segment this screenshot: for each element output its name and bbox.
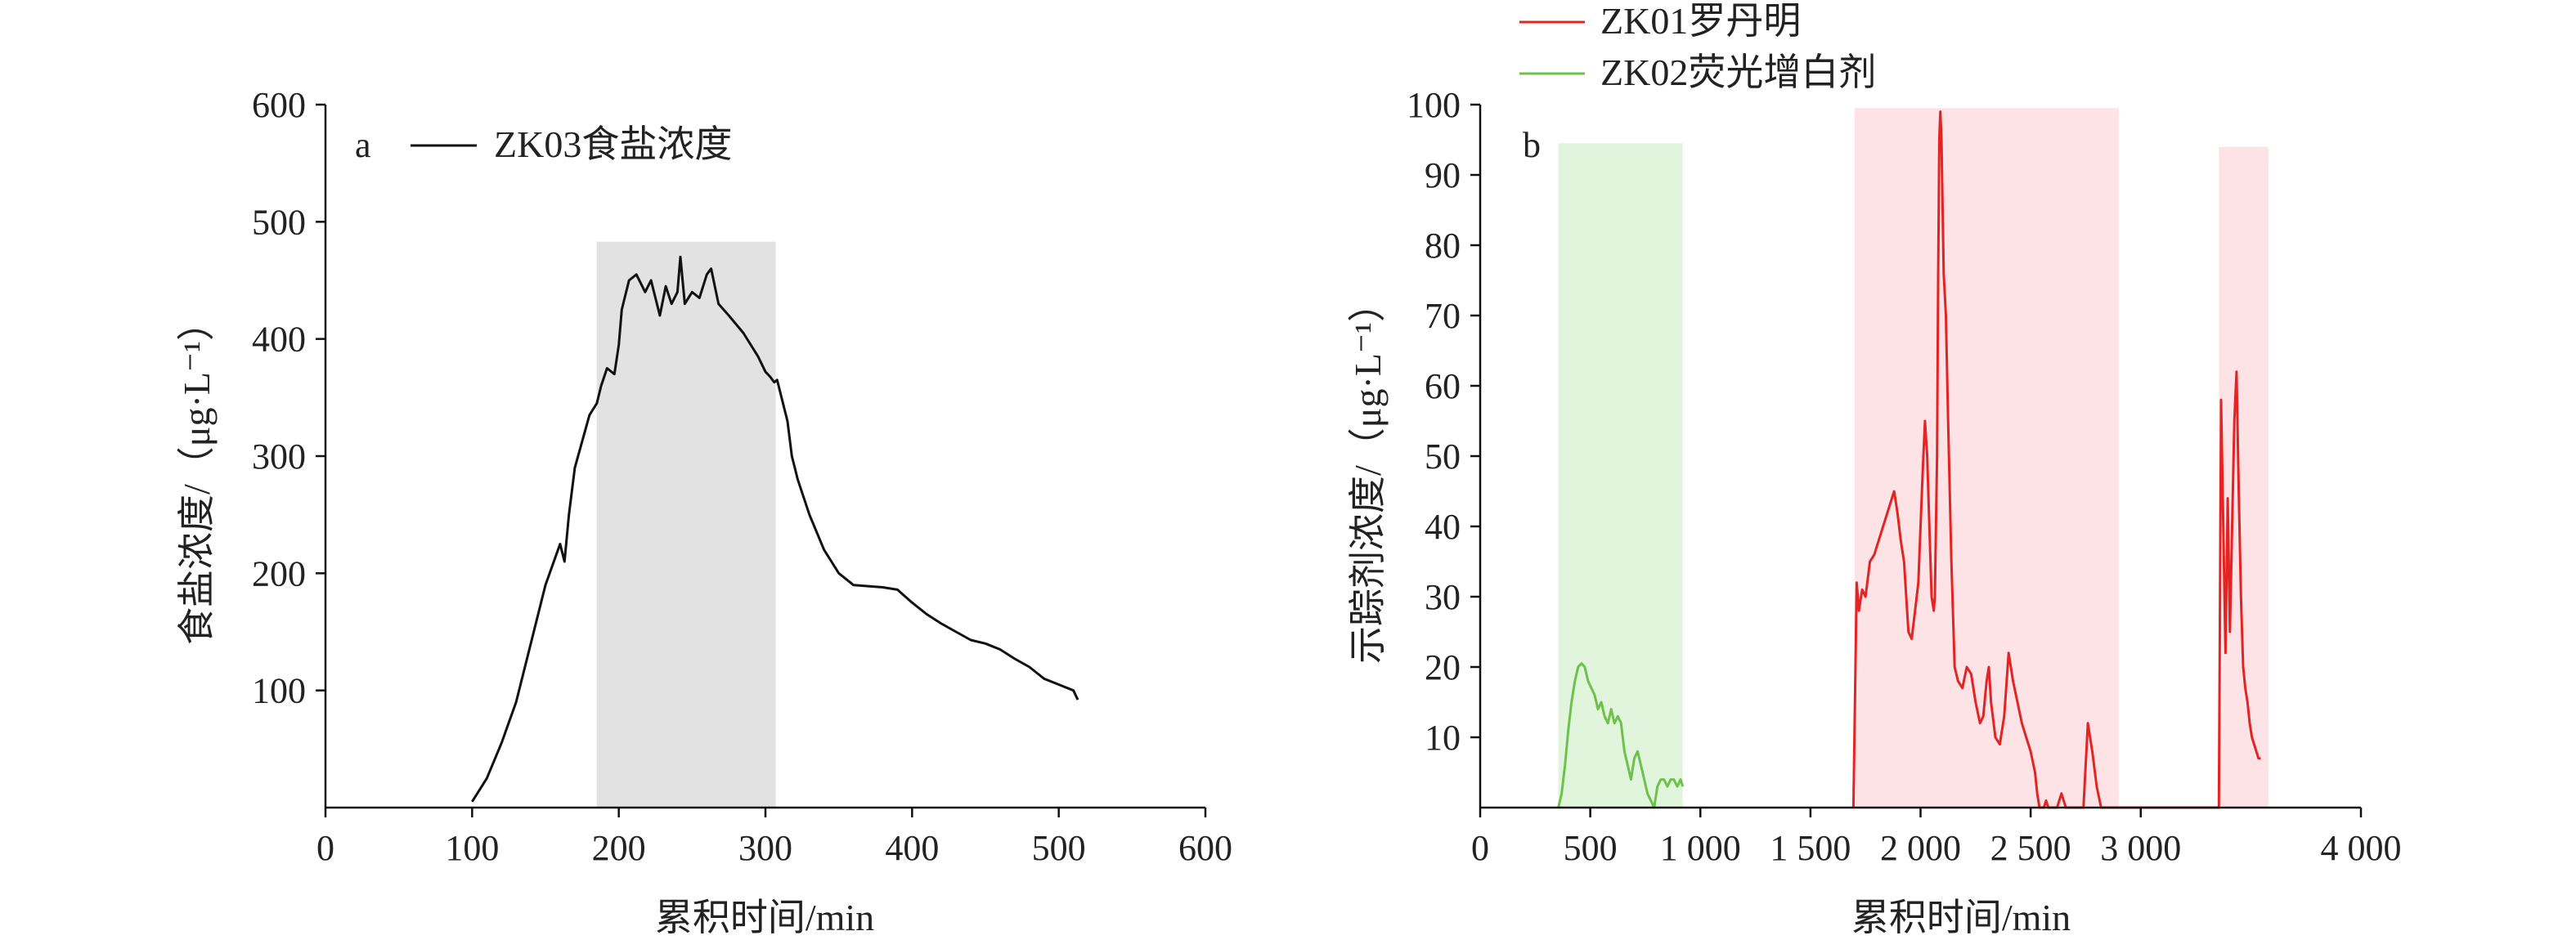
panel-b-x-tick-label: 0: [1471, 828, 1489, 868]
panel-a-highlights: [596, 241, 776, 808]
panel-a-y-tick-label: 300: [252, 436, 306, 477]
panel-b-y-tick-label: 100: [1407, 85, 1461, 125]
panel-a-series-line-0: [471, 255, 1079, 803]
panel-a-y-axis-label: 食盐浓度/（μg·L⁻¹）: [176, 303, 218, 645]
legend-label-zk02: ZK02荧光增白剂: [1600, 51, 1876, 93]
panel-a-x-tick-label: 100: [445, 828, 499, 868]
panel-b-y-tick-label: 60: [1425, 366, 1461, 406]
panel-a-x-tick-label: 0: [316, 828, 334, 868]
panel-a-x-tick-label: 300: [738, 828, 792, 868]
panel-a-x-axis-label: 累积时间/min: [655, 897, 874, 938]
panel-b-y-tick-label: 80: [1425, 226, 1461, 266]
panel-b-y-tick-label: 10: [1425, 718, 1461, 758]
panel-a-series: [471, 255, 1079, 803]
panel-a-y-tick-label: 100: [252, 671, 306, 711]
panel-b-y-axis-label: 示踪剂浓度/（μg·L⁻¹）: [1347, 284, 1389, 664]
panel-b-ticks: 0 500 1 000 1 500 2 000 2 500 3 000 4 000 10 20 30…: [1407, 85, 2402, 868]
panel-b-x-tick-label: 500: [1564, 828, 1618, 868]
panel-a-x-tick-label: 200: [592, 828, 646, 868]
panel-b-series-line-1: [1557, 662, 1685, 809]
panel-b-y-tick-label: 40: [1425, 507, 1461, 547]
panel-b-x-axis-label: 累积时间/min: [1851, 897, 2071, 938]
panel-b-y-tick-label: 50: [1425, 436, 1461, 477]
panel-a-y-tick-label: 400: [252, 320, 306, 360]
panel-b-y-tick-label: 70: [1425, 296, 1461, 336]
panel-a-x-tick-label: 500: [1032, 828, 1086, 868]
panel-a-x-tick-label: 600: [1178, 828, 1232, 868]
panel-b-x-tick-label: 1 500: [1770, 828, 1851, 868]
legend-label-zk03: ZK03食盐浓度: [494, 123, 732, 165]
panel-b-x-tick-label: 2 500: [1990, 828, 2071, 868]
panel-b-highlight-band-0: [1558, 143, 1683, 808]
panel-b-x-tick-label: 1 000: [1660, 828, 1741, 868]
panel-a-highlight-band-0: [596, 241, 776, 808]
panel-b-x-tick-label: 3 000: [2100, 828, 2181, 868]
panel-b-highlight-band-1: [1854, 108, 2119, 808]
panel-b-series: [1557, 110, 2261, 809]
panel-b-highlights: [1558, 108, 2269, 808]
panel-b: 0 500 1 000 1 500 2 000 2 500 3 000 4 000 10 20 30…: [1347, 0, 2402, 938]
panel-b-y-tick-label: 90: [1425, 155, 1461, 195]
panel-a-y-tick-label: 500: [252, 202, 306, 242]
panel-b-series-line-0: [1851, 110, 2261, 809]
panel-b-letter: b: [1523, 125, 1541, 165]
panel-a-letter: a: [355, 125, 371, 165]
panel-b-x-tick-label: 2 000: [1880, 828, 1961, 868]
panel-b-highlight-band-2: [2219, 146, 2269, 808]
panel-b-y-tick-label: 20: [1425, 647, 1461, 687]
panel-b-x-tick-label: 4 000: [2321, 828, 2402, 868]
legend-label-zk01: ZK01罗丹明: [1600, 0, 1801, 42]
panel-a-ticks: 0 100 200 300 400 500 600 100 200 300 400 500 600: [252, 85, 1232, 868]
panel-b-y-tick-label: 30: [1425, 577, 1461, 617]
panel-a-y-tick-label: 200: [252, 553, 306, 593]
panel-a-y-tick-label: 600: [252, 85, 306, 125]
panel-a-x-tick-label: 400: [885, 828, 939, 868]
panel-a-legend: ZK03食盐浓度: [411, 123, 732, 165]
panel-b-legend: ZK01罗丹明 ZK02荧光增白剂: [1519, 0, 1876, 93]
